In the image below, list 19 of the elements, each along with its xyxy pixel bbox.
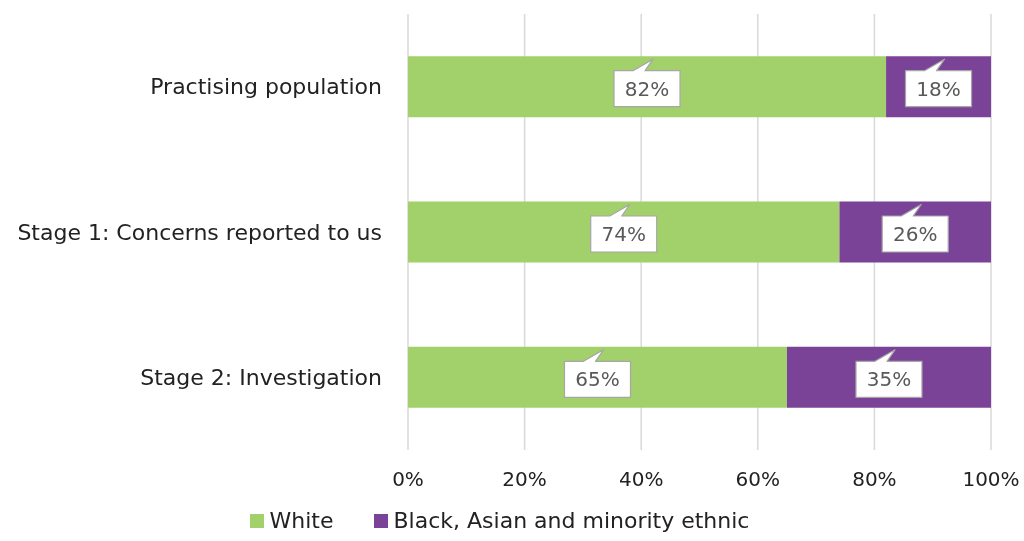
data-label: 18% xyxy=(916,76,961,101)
bar xyxy=(408,201,840,263)
data-label: 65% xyxy=(575,367,620,392)
data-label: 82% xyxy=(624,76,670,101)
data-label: 35% xyxy=(866,367,912,392)
data-label: 26% xyxy=(892,221,938,246)
y-tick-label: Stage 1: Concerns reported to us xyxy=(17,219,382,245)
y-tick-label: Stage 2: Investigation xyxy=(140,365,382,391)
x-tick-label: 40% xyxy=(618,467,664,492)
x-tick-label: 0% xyxy=(392,467,424,492)
x-tick-label: 20% xyxy=(502,467,547,492)
bar xyxy=(408,56,887,118)
y-tick-label: Practising population xyxy=(150,74,382,100)
legend-label: Black, Asian and minority ethnic xyxy=(393,508,750,533)
legend-label: White xyxy=(269,508,334,533)
data-label: 74% xyxy=(601,221,646,246)
x-tick-label: 60% xyxy=(735,467,781,492)
x-tick-label: 100% xyxy=(962,467,1020,492)
x-tick-label: 80% xyxy=(852,467,897,492)
